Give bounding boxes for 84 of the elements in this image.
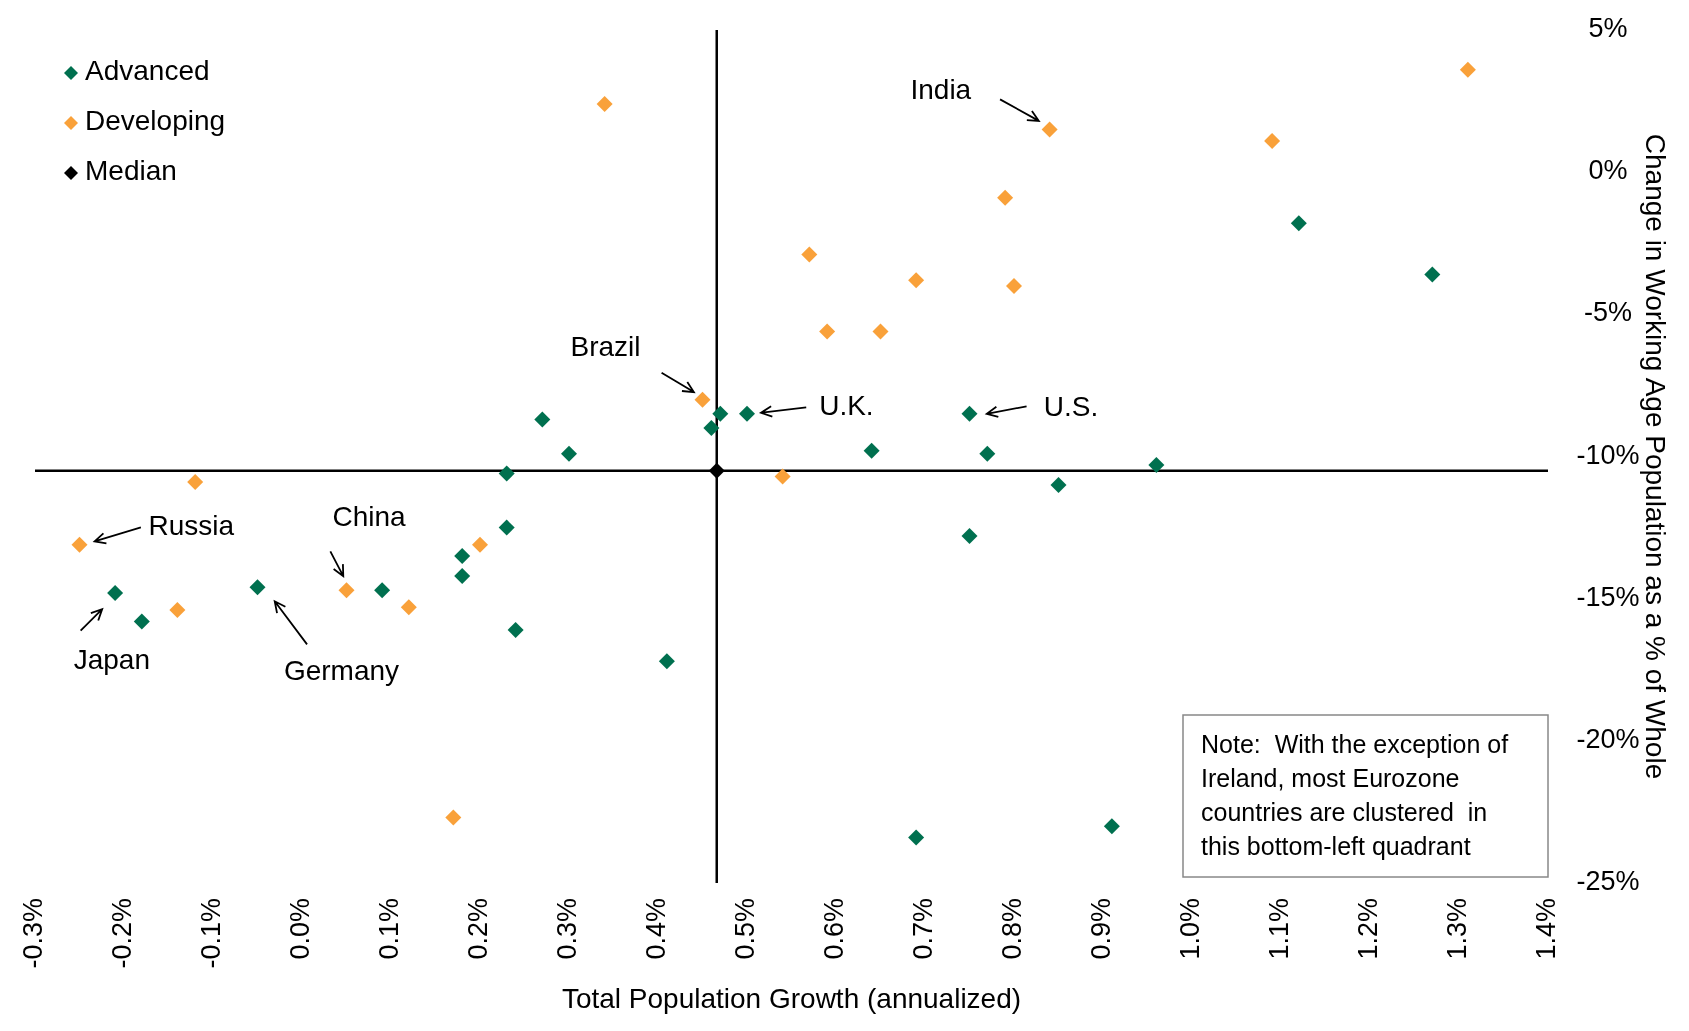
legend-label: Advanced — [85, 55, 210, 87]
point — [819, 323, 836, 340]
point — [801, 246, 818, 263]
point — [1041, 121, 1058, 138]
x-tick-label: 1.0% — [1175, 898, 1206, 960]
point — [1424, 266, 1441, 283]
point — [908, 272, 925, 289]
x-tick-label: 0.1% — [374, 898, 405, 960]
x-tick-label: 0.4% — [641, 898, 672, 960]
annotation: Japan — [73, 644, 151, 676]
point — [1290, 215, 1307, 232]
x-tick-label: -0.3% — [18, 898, 49, 969]
point — [961, 405, 978, 422]
y-tick-label: -20% — [1576, 723, 1640, 754]
point — [400, 599, 417, 616]
point — [908, 829, 925, 846]
x-axis-title: Total Population Growth (annualized) — [561, 983, 1022, 1014]
y-tick-label: -10% — [1576, 439, 1640, 470]
point — [338, 582, 355, 599]
point — [979, 445, 996, 462]
point — [374, 582, 391, 599]
annotation: Germany — [283, 654, 400, 686]
point — [454, 567, 471, 584]
point — [961, 528, 978, 545]
point — [169, 602, 186, 619]
point — [1050, 476, 1067, 493]
x-tick-label: 0.2% — [463, 898, 494, 960]
point — [703, 420, 720, 437]
point — [596, 95, 613, 112]
annotation: Note: With the exception of Ireland, most Eurozone countries are clustered in this bottom-left quadrant — [1201, 730, 1509, 860]
x-tick-label: -0.1% — [196, 898, 227, 969]
point — [249, 579, 266, 596]
point — [708, 462, 725, 479]
point — [863, 442, 880, 459]
annotation: U.S. — [1043, 390, 1099, 422]
x-tick-label: 1.2% — [1353, 898, 1384, 960]
point — [1103, 818, 1120, 835]
point — [472, 536, 488, 553]
x-tick-label: 0.9% — [1086, 898, 1117, 960]
annotation: Brazil — [570, 331, 641, 363]
point — [774, 468, 791, 485]
point — [445, 809, 462, 826]
y-tick-label: -5% — [1583, 297, 1633, 328]
x-tick-label: 0.0% — [285, 898, 316, 960]
annotation: U.K. — [819, 389, 874, 421]
point — [1459, 61, 1476, 78]
point — [739, 405, 755, 422]
x-tick-label: -0.2% — [107, 898, 138, 969]
legend-label: Developing — [85, 105, 226, 137]
y-tick-label: -25% — [1576, 866, 1640, 897]
annotation: India — [910, 74, 972, 106]
point — [1264, 132, 1281, 149]
point — [507, 621, 524, 638]
point — [498, 519, 515, 536]
x-tick-label: 0.8% — [997, 898, 1028, 960]
x-tick-label: 1.3% — [1442, 898, 1473, 960]
annotation: China — [332, 501, 407, 533]
point — [1148, 457, 1165, 474]
point — [498, 465, 515, 482]
y-tick-label: 5% — [1588, 13, 1628, 44]
point — [694, 391, 711, 408]
point — [187, 474, 204, 491]
point — [1006, 277, 1022, 294]
x-tick-label: 1.4% — [1531, 898, 1562, 960]
x-tick-label: 0.5% — [730, 898, 761, 960]
point — [534, 411, 551, 428]
point — [107, 584, 124, 601]
point — [454, 548, 471, 565]
point — [71, 536, 88, 553]
annotation: Russia — [148, 509, 235, 541]
point — [658, 653, 675, 670]
point — [712, 405, 729, 422]
point — [561, 445, 577, 462]
x-tick-label: 0.7% — [908, 898, 939, 960]
point — [997, 189, 1014, 206]
point — [872, 323, 889, 340]
x-tick-label: 0.6% — [819, 898, 850, 960]
point — [133, 613, 150, 630]
y-tick-label: 0% — [1588, 155, 1628, 186]
y-axis-title: Change in Working Age Population as a % of Whole — [1639, 133, 1671, 780]
x-tick-label: 0.3% — [552, 898, 583, 960]
x-tick-label: 1.1% — [1264, 898, 1295, 960]
y-tick-label: -15% — [1576, 581, 1640, 612]
legend-label: Median — [85, 155, 177, 187]
